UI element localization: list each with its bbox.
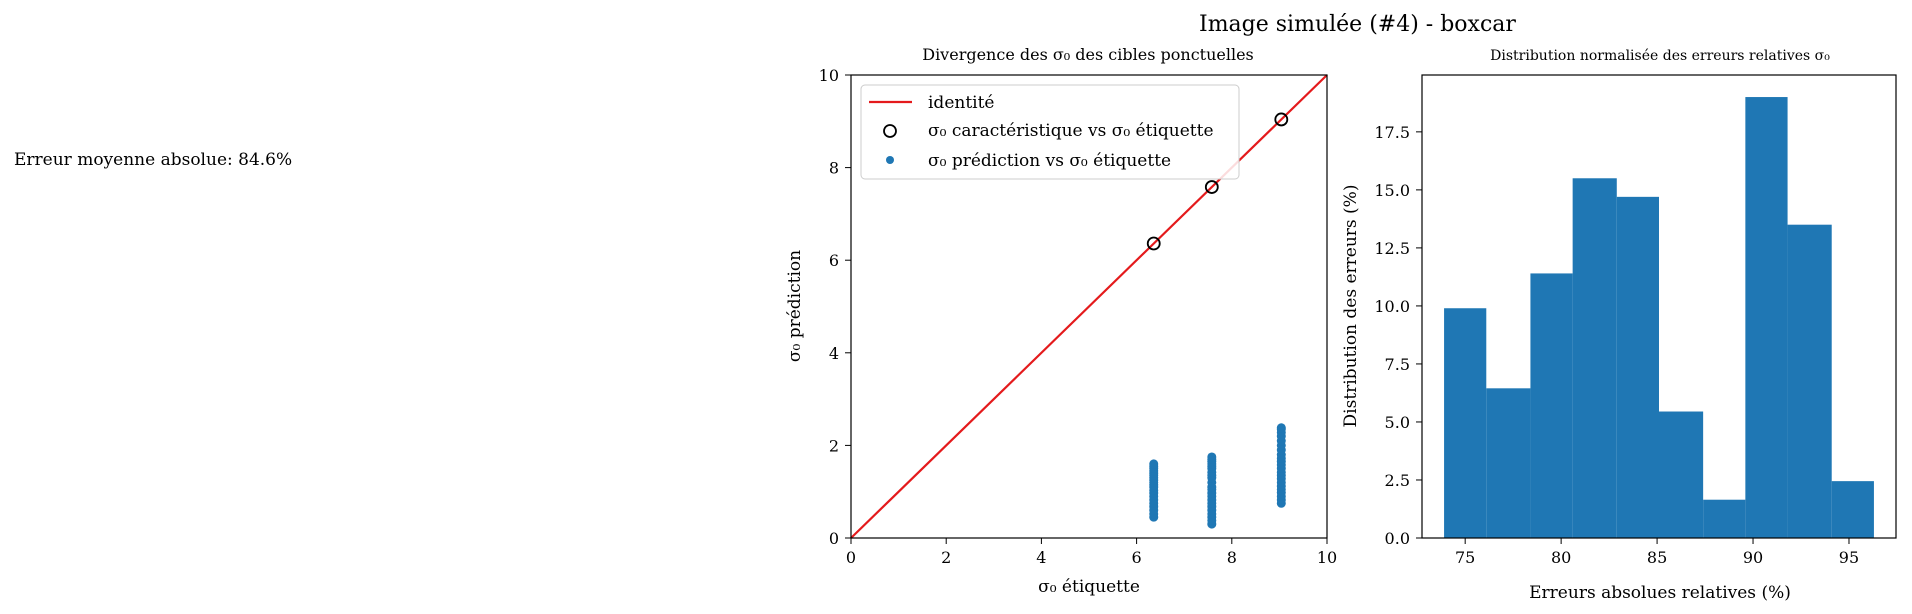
- histogram-y-tick-label: 2.5: [1385, 471, 1410, 490]
- scatter-x-tick-label: 4: [1036, 548, 1046, 567]
- scatter-y-tick-label: 4: [829, 344, 839, 363]
- histogram-x-tick-label: 95: [1839, 548, 1859, 567]
- histogram-y-tick-label: 0.0: [1385, 529, 1410, 548]
- scatter-title: Divergence des σ₀ des cibles ponctuelles: [922, 45, 1254, 64]
- histogram-x-tick-label: 80: [1551, 548, 1571, 567]
- scatter-y-tick-label: 2: [829, 436, 839, 455]
- histogram-y-tick-label: 12.5: [1374, 239, 1410, 258]
- histogram-y-tick-label: 5.0: [1385, 413, 1410, 432]
- histogram-y-axis-label: Distribution des erreurs (%): [1341, 185, 1361, 428]
- histogram-y-tick-label: 15.0: [1374, 181, 1410, 200]
- histogram-x-tick-label: 75: [1455, 548, 1475, 567]
- scatter-legend: identité σ₀ caractéristique vs σ₀ étique…: [860, 84, 1240, 180]
- scatter-panel: Divergence des σ₀ des cibles ponctuelles…: [785, 45, 1337, 597]
- identity-line: [850, 74, 1328, 539]
- scatter-x-tick-label: 0: [846, 548, 856, 567]
- histogram-bar: [1616, 196, 1659, 538]
- histogram-axes-frame: [1421, 74, 1897, 539]
- histogram-bar: [1787, 224, 1832, 539]
- scatter-y-axis-label: σ₀ prédiction: [785, 250, 805, 362]
- scatter-y-tick-label: 0: [829, 529, 839, 548]
- scatter-x-tick-label: 2: [941, 548, 951, 567]
- mean-absolute-error-text: Erreur moyenne absolue: 84.6%: [14, 150, 293, 170]
- histogram-y-tick-label: 10.0: [1374, 297, 1410, 316]
- legend-prediction-marker: [886, 156, 894, 164]
- characteristic-point: [1204, 180, 1219, 194]
- histogram-bar: [1831, 481, 1874, 538]
- scatter-y-tick-label: 6: [829, 251, 839, 270]
- scatter-y-tick-label: 10: [819, 66, 839, 85]
- histogram-y-tick-label: 7.5: [1385, 355, 1410, 374]
- characteristic-point: [1146, 236, 1161, 251]
- legend-characteristic-marker: [883, 124, 897, 138]
- characteristic-point: [1274, 112, 1289, 127]
- prediction-point: [1149, 459, 1159, 469]
- legend-characteristic-label: σ₀ caractéristique vs σ₀ étiquette: [928, 121, 1214, 141]
- prediction-point: [1207, 452, 1217, 462]
- histogram-bar: [1486, 388, 1531, 538]
- legend-prediction-label: σ₀ prédiction vs σ₀ étiquette: [928, 151, 1171, 171]
- scatter-x-tick-label: 8: [1227, 548, 1237, 567]
- histogram-bar: [1530, 273, 1573, 538]
- histogram-x-axis-label: Erreurs absolues relatives (%): [1529, 583, 1791, 603]
- scatter-y-tick-label: 8: [829, 159, 839, 178]
- histogram-x-tick-label: 85: [1647, 548, 1667, 567]
- prediction-point: [1276, 423, 1286, 433]
- histogram-title: Distribution normalisée des erreurs rela…: [1490, 48, 1830, 64]
- histogram-bar: [1572, 178, 1617, 538]
- histogram-bar: [1444, 308, 1487, 538]
- scatter-axes-frame: [850, 74, 1328, 539]
- legend-identity-label: identité: [928, 93, 995, 113]
- histogram-bar: [1703, 499, 1746, 538]
- scatter-x-tick-label: 6: [1132, 548, 1142, 567]
- histogram-panel: Distribution normalisée des erreurs rela…: [1341, 48, 1897, 603]
- scatter-x-axis-label: σ₀ étiquette: [1038, 577, 1140, 597]
- histogram-bar: [1659, 411, 1704, 538]
- scatter-x-tick-label: 10: [1317, 548, 1337, 567]
- histogram-y-tick-label: 17.5: [1374, 123, 1410, 142]
- histogram-x-tick-label: 90: [1743, 548, 1763, 567]
- figure-title: Image simulée (#4) - boxcar: [1199, 12, 1516, 37]
- histogram-bar: [1745, 97, 1788, 539]
